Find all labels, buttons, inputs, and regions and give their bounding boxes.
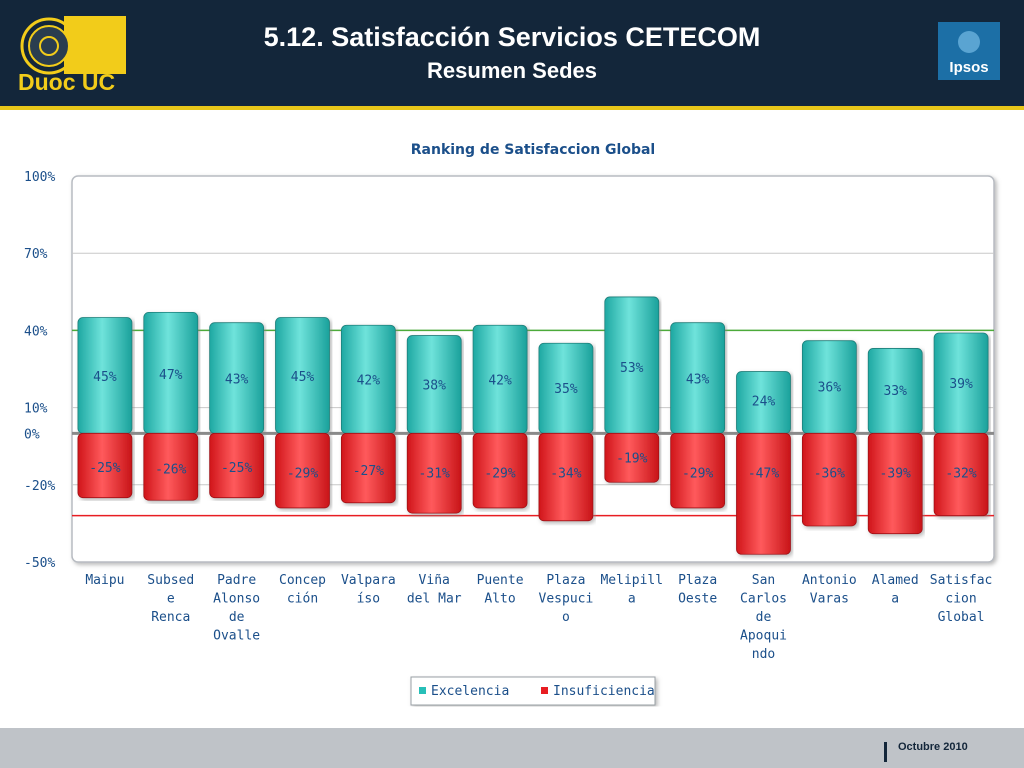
x-tick-label: Melipill a [600, 573, 663, 607]
x-tick-label: Padre Alonso de Ovalle [213, 573, 260, 644]
data-label-insuficiencia: -29% [682, 466, 713, 481]
legend-box [410, 676, 656, 706]
data-label-insuficiencia: -32% [945, 466, 976, 481]
data-label-insuficiencia: -39% [880, 466, 911, 481]
x-tick-label: Antonio Varas [802, 573, 857, 607]
y-tick-label: 100% [24, 170, 55, 185]
y-tick-label: -20% [24, 479, 55, 494]
bar-insuficiencia [143, 432, 199, 501]
y-tick-label: 10% [24, 402, 48, 417]
data-label-excelencia: 24% [752, 395, 776, 410]
data-label-insuficiencia: -27% [353, 464, 384, 479]
legend-label-insuficiencia: Insuficiencia [553, 684, 655, 699]
data-label-excelencia: 42% [488, 374, 512, 389]
x-tick-label: Subsed e Renca [147, 573, 194, 625]
data-label-insuficiencia: -19% [616, 452, 647, 467]
x-tick-label: Valpara íso [341, 573, 396, 607]
bar-insuficiencia [867, 432, 923, 535]
legend-swatch-excelencia [419, 687, 426, 694]
bar-insuficiencia [670, 432, 726, 509]
x-tick-label: San Carlos de Apoqui ndo [740, 573, 787, 662]
duoc-uc-logo: Duoc UC [18, 16, 126, 94]
bar-insuficiencia [77, 432, 133, 499]
y-tick-label: 0% [24, 427, 40, 442]
bar-insuficiencia [933, 432, 989, 517]
data-label-insuficiencia: -29% [287, 466, 318, 481]
footer-bar [0, 728, 1024, 768]
data-label-excelencia: 33% [883, 384, 907, 399]
ipsos-logo: Ipsos [938, 22, 1000, 80]
y-tick-label: 70% [24, 247, 48, 262]
header-accent-line [0, 106, 1024, 110]
legend-label-excelencia: Excelencia [431, 684, 509, 699]
page-title: 5.12. Satisfacción Servicios CETECOM [263, 22, 761, 52]
data-label-excelencia: 43% [686, 373, 710, 388]
x-tick-label: Concep ción [279, 573, 326, 607]
bar-insuficiencia [604, 432, 660, 483]
bar-insuficiencia [736, 432, 791, 555]
data-label-excelencia: 45% [291, 370, 315, 385]
bar-insuficiencia [209, 432, 265, 499]
x-tick-label: Satisfac cion Global [930, 573, 993, 625]
x-tick-label: Plaza Vespuci o [539, 573, 594, 625]
data-label-insuficiencia: -36% [814, 466, 845, 481]
page-subtitle: Resumen Sedes [427, 58, 597, 83]
legend: Excelencia Insuficiencia [410, 676, 656, 706]
data-label-insuficiencia: -34% [550, 466, 581, 481]
data-label-excelencia: 36% [818, 381, 842, 396]
data-label-excelencia: 38% [422, 378, 446, 393]
legend-swatch-insuficiencia [541, 687, 548, 694]
footer-divider [884, 742, 887, 762]
bar-insuficiencia [538, 432, 594, 522]
bar-insuficiencia [275, 432, 330, 509]
duoc-logo-text: Duoc UC [18, 69, 115, 94]
data-label-excelencia: 43% [225, 373, 249, 388]
data-label-insuficiencia: -31% [419, 466, 450, 481]
x-tick-label: Plaza Oeste [678, 573, 717, 607]
satisfaction-chart: Ranking de Satisfaccion Global 100% 70% 40%… [24, 142, 995, 706]
data-label-insuficiencia: -26% [155, 462, 186, 477]
x-tick-label: Puente Alto [477, 573, 524, 607]
y-tick-label: -50% [24, 556, 55, 571]
header-bar [0, 0, 1024, 106]
bar-insuficiencia [406, 432, 462, 514]
data-label-excelencia: 35% [554, 382, 578, 397]
x-tick-label: Viña del Mar [407, 573, 462, 607]
chart-title: Ranking de Satisfaccion Global [411, 142, 655, 158]
data-label-insuficiencia: -47% [748, 466, 779, 481]
y-tick-label: 40% [24, 324, 48, 339]
data-label-excelencia: 45% [93, 370, 117, 385]
bar-insuficiencia [340, 432, 396, 504]
data-label-insuficiencia: -25% [89, 461, 120, 476]
bar-insuficiencia [472, 432, 528, 509]
data-label-excelencia: 47% [159, 368, 183, 383]
data-label-excelencia: 39% [949, 377, 973, 392]
bar-insuficiencia [801, 432, 857, 527]
data-label-excelencia: 42% [357, 374, 381, 389]
data-label-excelencia: 53% [620, 361, 644, 376]
x-tick-label: Maipu [85, 573, 124, 588]
data-label-insuficiencia: -25% [221, 461, 252, 476]
ipsos-logo-text: Ipsos [949, 59, 988, 76]
data-label-insuficiencia: -29% [484, 466, 515, 481]
footer-date: Octubre 2010 [898, 741, 968, 753]
x-tick-label: Alamed a [872, 573, 919, 607]
